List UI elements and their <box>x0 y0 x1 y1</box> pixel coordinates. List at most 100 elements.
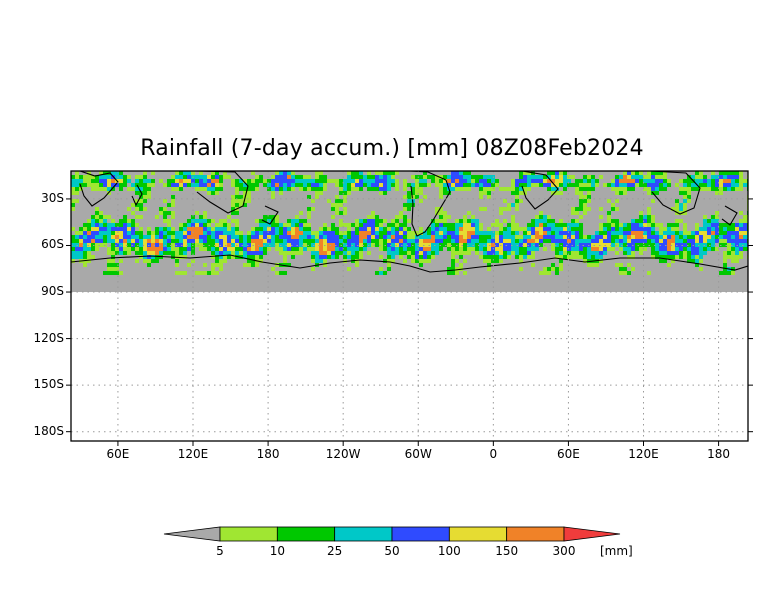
rain-cell <box>107 271 111 275</box>
rain-cell <box>311 207 315 211</box>
rain-cell <box>639 227 643 231</box>
rain-cell <box>687 255 691 259</box>
rain-cell <box>499 211 503 215</box>
rain-cell <box>547 179 551 183</box>
rain-cell <box>271 195 275 199</box>
rain-cell <box>271 219 275 223</box>
rain-cell <box>319 235 323 239</box>
rain-cell <box>503 243 507 247</box>
rain-cell <box>375 171 379 175</box>
rain-cell <box>503 187 507 191</box>
rain-cell <box>383 191 387 195</box>
rain-cell <box>215 235 219 239</box>
rain-cell <box>379 271 383 275</box>
rain-cell <box>699 175 703 179</box>
rain-cell <box>507 187 511 191</box>
rainfall-field <box>71 171 748 293</box>
rain-cell <box>407 219 411 223</box>
rain-cell <box>691 255 695 259</box>
rain-cell <box>743 183 747 187</box>
rain-cell <box>315 179 319 183</box>
rain-cell <box>459 223 463 227</box>
rain-cell <box>419 187 423 191</box>
rain-cell <box>683 183 687 187</box>
rain-cell <box>659 175 663 179</box>
rain-cell <box>179 227 183 231</box>
rain-cell <box>319 227 323 231</box>
rain-cell <box>243 203 247 207</box>
rain-cell <box>231 251 235 255</box>
rain-cell <box>607 235 611 239</box>
rain-cell <box>551 227 555 231</box>
rain-cell <box>131 183 135 187</box>
rain-cell <box>283 271 287 275</box>
rain-cell <box>335 251 339 255</box>
rain-cell <box>515 195 519 199</box>
rain-cell <box>291 235 295 239</box>
rain-cell <box>611 235 615 239</box>
rain-cell <box>71 235 75 239</box>
rain-cell <box>415 179 419 183</box>
rain-cell <box>511 187 515 191</box>
rain-cell <box>479 247 483 251</box>
rain-cell <box>463 235 467 239</box>
rain-cell <box>523 191 527 195</box>
rain-cell <box>299 251 303 255</box>
rain-cell <box>715 211 719 215</box>
rain-cell <box>431 243 435 247</box>
rain-cell <box>383 271 387 275</box>
rain-cell <box>295 247 299 251</box>
rain-cell <box>671 223 675 227</box>
rain-cell <box>639 215 643 219</box>
rain-cell <box>563 251 567 255</box>
rain-cell <box>555 227 559 231</box>
rain-cell <box>627 183 631 187</box>
rain-cell <box>271 267 275 271</box>
colorbar-level-label: 25 <box>327 544 343 558</box>
rain-cell <box>731 171 735 175</box>
rain-cell <box>615 235 619 239</box>
rain-cell <box>331 251 335 255</box>
rain-cell <box>487 255 491 259</box>
rain-cell <box>147 187 151 191</box>
rain-cell <box>543 271 547 275</box>
rain-cell <box>523 183 527 187</box>
rain-cell <box>239 199 243 203</box>
rain-cell <box>631 255 635 259</box>
rain-cell <box>431 223 435 227</box>
rain-cell <box>723 183 727 187</box>
rain-cell <box>615 183 619 187</box>
rain-cell <box>171 211 175 215</box>
rain-cell <box>479 227 483 231</box>
rain-cell <box>127 235 131 239</box>
rain-cell <box>259 251 263 255</box>
rain-cell <box>363 219 367 223</box>
rain-cell <box>115 175 119 179</box>
rain-cell <box>519 171 523 175</box>
rain-cell <box>627 187 631 191</box>
rain-cell <box>115 239 119 243</box>
rain-cell <box>539 219 543 223</box>
rain-cell <box>535 219 539 223</box>
rain-cell <box>607 223 611 227</box>
rain-cell <box>735 179 739 183</box>
rain-cell <box>451 239 455 243</box>
rain-cell <box>183 227 187 231</box>
rain-cell <box>347 223 351 227</box>
rain-cell <box>559 183 563 187</box>
rain-cell <box>711 231 715 235</box>
rain-cell <box>371 179 375 183</box>
rain-cell <box>699 267 703 271</box>
rain-cell <box>439 191 443 195</box>
rain-cell <box>191 251 195 255</box>
rain-cell <box>215 183 219 187</box>
rain-cell <box>323 179 327 183</box>
rain-cell <box>443 191 447 195</box>
rain-cell <box>635 171 639 175</box>
rain-cell <box>483 255 487 259</box>
rain-cell <box>363 231 367 235</box>
rain-cell <box>655 175 659 179</box>
rain-cell <box>83 223 87 227</box>
rain-cell <box>591 175 595 179</box>
rain-cell <box>631 235 635 239</box>
